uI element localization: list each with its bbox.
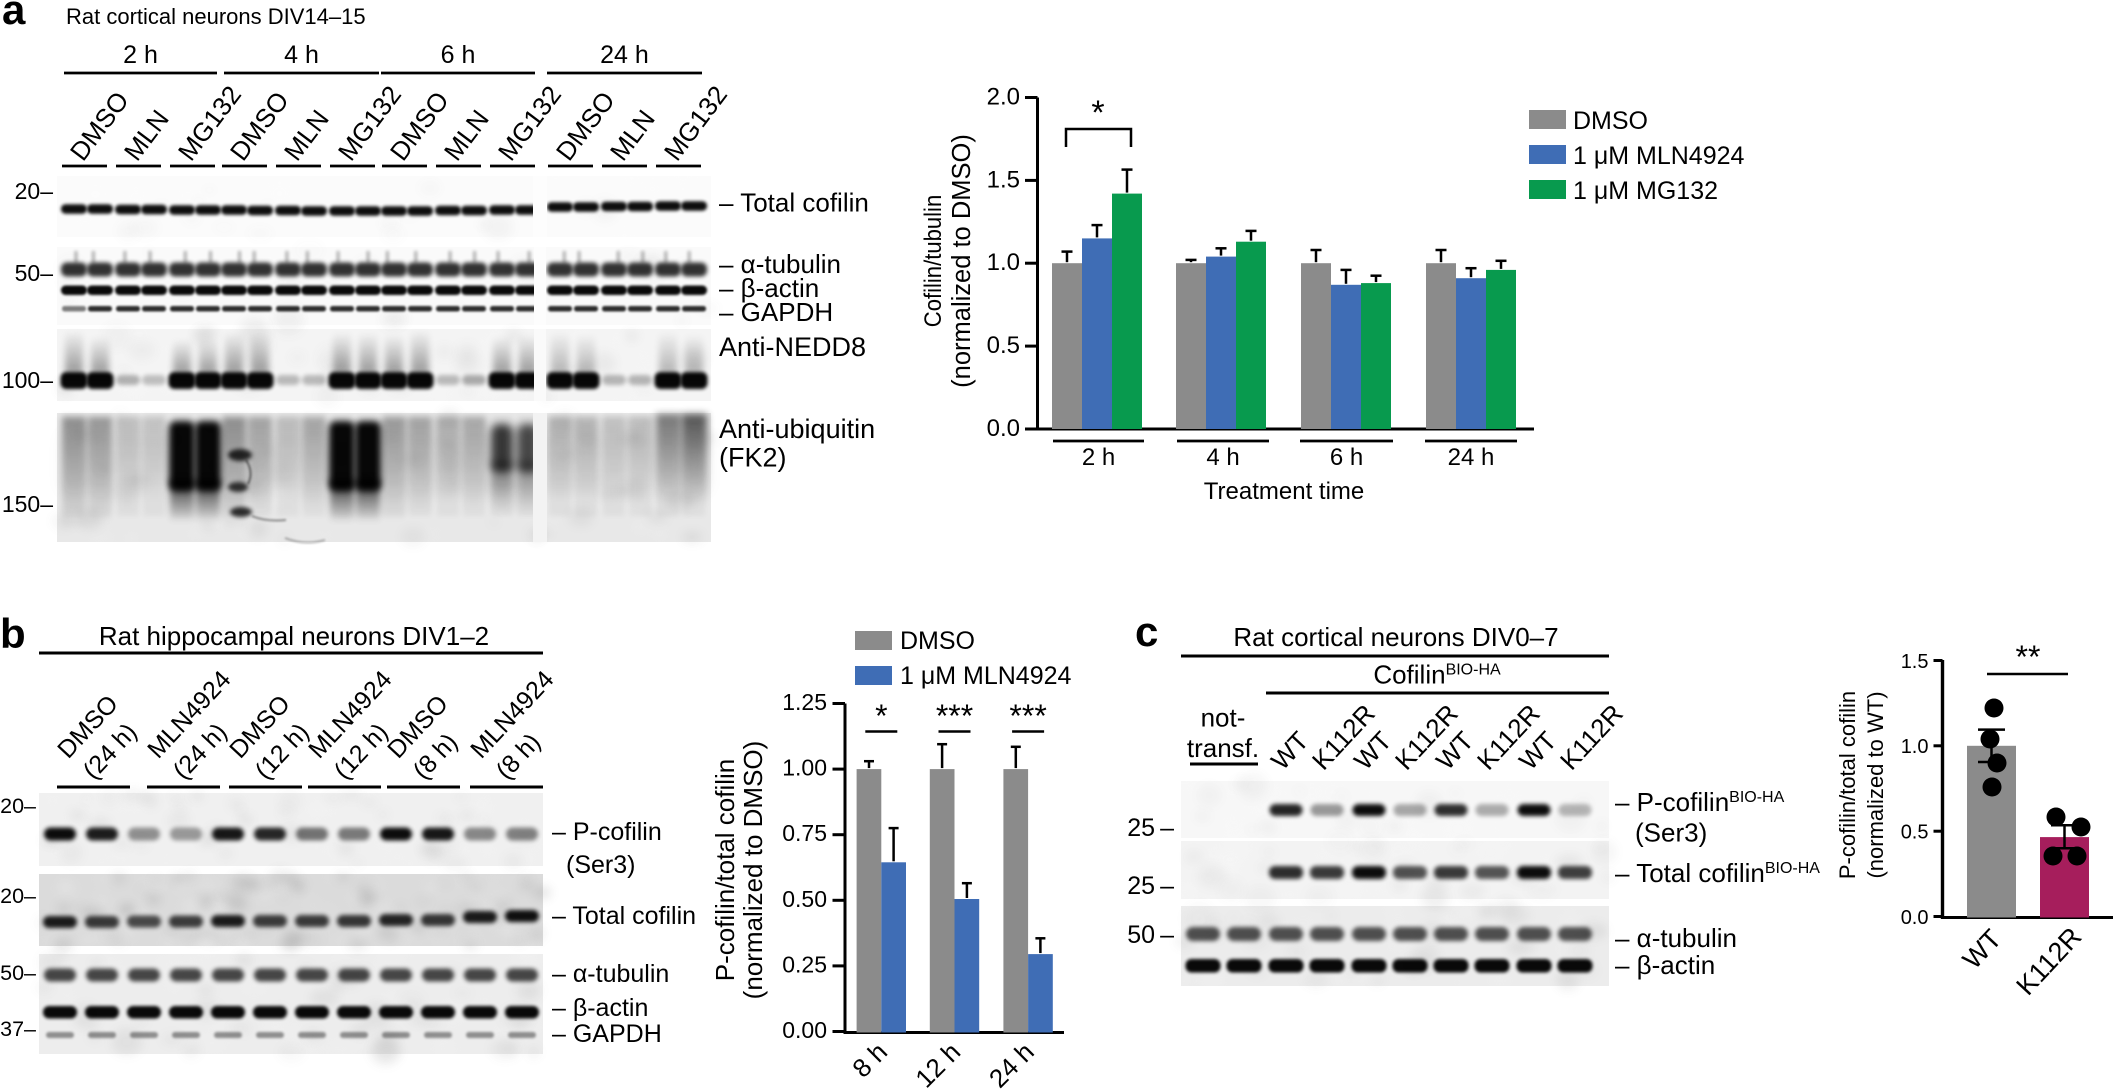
svg-text:2.0: 2.0 bbox=[987, 84, 1020, 111]
svg-text:DMSO: DMSO bbox=[64, 86, 135, 166]
svg-text:1.5: 1.5 bbox=[987, 166, 1020, 193]
svg-text:6 h: 6 h bbox=[1330, 444, 1363, 471]
svg-text:WT: WT bbox=[1265, 725, 1315, 775]
svg-text:1.0: 1.0 bbox=[987, 249, 1020, 276]
svg-text:0.00: 0.00 bbox=[782, 1017, 827, 1043]
svg-text:– β-actin: – β-actin bbox=[1615, 950, 1715, 980]
svg-text:Anti-ubiquitin: Anti-ubiquitin bbox=[719, 414, 875, 444]
svg-text:– β-actin: – β-actin bbox=[719, 273, 819, 303]
svg-text:**: ** bbox=[2016, 639, 2041, 675]
svg-text:(FK2): (FK2) bbox=[719, 443, 787, 473]
svg-text:DMSO(8 h): DMSO(8 h) bbox=[382, 690, 478, 786]
svg-text:(normalized to DMSO): (normalized to DMSO) bbox=[738, 741, 768, 1000]
svg-text:– GAPDH: – GAPDH bbox=[552, 1020, 662, 1048]
svg-text:– β-actin: – β-actin bbox=[552, 994, 648, 1022]
svg-text:1.0: 1.0 bbox=[1901, 736, 1929, 758]
svg-text:1.5: 1.5 bbox=[1901, 651, 1929, 673]
svg-text:K112R: K112R bbox=[2011, 922, 2088, 1001]
svg-text:0.50: 0.50 bbox=[782, 886, 827, 912]
svg-text:(normalized to DMSO): (normalized to DMSO) bbox=[948, 134, 976, 388]
svg-text:(normalized to WT): (normalized to WT) bbox=[1863, 691, 1888, 878]
svg-text:P-cofilin/total cofilin: P-cofilin/total cofilin bbox=[710, 759, 740, 982]
svg-text:– α-tubulin: – α-tubulin bbox=[719, 249, 841, 279]
svg-text:0.5: 0.5 bbox=[987, 332, 1020, 359]
svg-text:4 h: 4 h bbox=[1206, 444, 1239, 471]
svg-text:1 μM MG132: 1 μM MG132 bbox=[1573, 177, 1718, 205]
svg-text:a: a bbox=[2, 0, 26, 33]
svg-text:24 h: 24 h bbox=[983, 1037, 1040, 1089]
svg-text:20–: 20– bbox=[15, 178, 54, 204]
svg-text:MG132: MG132 bbox=[658, 80, 733, 166]
svg-text:– P-cofilin: – P-cofilin bbox=[552, 818, 662, 846]
svg-text:0.0: 0.0 bbox=[987, 415, 1020, 442]
svg-text:37–: 37– bbox=[0, 1017, 36, 1041]
svg-text:24 h: 24 h bbox=[600, 41, 649, 69]
svg-text:0.0: 0.0 bbox=[1901, 907, 1929, 929]
svg-text:100–: 100– bbox=[2, 367, 53, 393]
svg-text:1.25: 1.25 bbox=[782, 689, 827, 715]
svg-text:– α-tubulin: – α-tubulin bbox=[1615, 923, 1737, 953]
svg-text:b: b bbox=[0, 610, 26, 657]
svg-text:24 h: 24 h bbox=[1448, 444, 1495, 471]
svg-text:8 h: 8 h bbox=[846, 1037, 893, 1084]
svg-text:c: c bbox=[1135, 608, 1158, 655]
svg-text:6 h: 6 h bbox=[441, 41, 476, 69]
svg-text:4 h: 4 h bbox=[284, 41, 319, 69]
svg-text:DMSO(12 h): DMSO(12 h) bbox=[224, 690, 320, 786]
svg-text:(Ser3): (Ser3) bbox=[566, 851, 635, 879]
svg-text:– GAPDH: – GAPDH bbox=[719, 297, 833, 327]
svg-text:– Total cofilin: – Total cofilin bbox=[719, 188, 869, 218]
svg-text:Cofilin/tubulin: Cofilin/tubulin bbox=[919, 195, 946, 327]
svg-text:MLN4924(8 h): MLN4924(8 h) bbox=[465, 665, 584, 786]
svg-text:– Total cofilin: – Total cofilin bbox=[552, 902, 696, 930]
svg-text:– P-cofilinBIO-HA: – P-cofilinBIO-HA bbox=[1615, 787, 1785, 817]
svg-text:DMSO: DMSO bbox=[900, 627, 975, 655]
svg-text:0.5: 0.5 bbox=[1901, 822, 1929, 844]
svg-text:transf.: transf. bbox=[1187, 733, 1259, 763]
svg-text:CofilinBIO-HA: CofilinBIO-HA bbox=[1373, 660, 1501, 690]
svg-text:***: *** bbox=[1009, 698, 1046, 734]
svg-text:(Ser3): (Ser3) bbox=[1635, 818, 1707, 848]
svg-text:25 –: 25 – bbox=[1127, 872, 1174, 900]
svg-text:20–: 20– bbox=[0, 794, 36, 818]
svg-text:***: *** bbox=[936, 698, 973, 734]
svg-text:12 h: 12 h bbox=[909, 1037, 966, 1089]
svg-text:DMSO: DMSO bbox=[1573, 107, 1648, 135]
svg-text:150–: 150– bbox=[2, 491, 53, 517]
svg-text:not-: not- bbox=[1201, 703, 1246, 733]
svg-text:50 –: 50 – bbox=[1127, 921, 1174, 949]
svg-text:2 h: 2 h bbox=[1082, 444, 1115, 471]
svg-text:*: * bbox=[1091, 94, 1104, 132]
svg-text:Treatment time: Treatment time bbox=[1204, 478, 1365, 505]
svg-text:25 –: 25 – bbox=[1127, 814, 1174, 842]
svg-text:50–: 50– bbox=[15, 260, 54, 286]
svg-text:– Total cofilinBIO-HA: – Total cofilinBIO-HA bbox=[1615, 858, 1820, 888]
svg-text:Rat cortical neurons DIV0–7: Rat cortical neurons DIV0–7 bbox=[1233, 622, 1558, 652]
svg-text:Rat cortical neurons DIV14–15: Rat cortical neurons DIV14–15 bbox=[66, 4, 366, 29]
svg-text:*: * bbox=[875, 698, 887, 734]
svg-text:1 μM MLN4924: 1 μM MLN4924 bbox=[1573, 142, 1745, 170]
svg-text:0.75: 0.75 bbox=[782, 820, 827, 846]
svg-text:P-cofilin/total cofilin: P-cofilin/total cofilin bbox=[1835, 691, 1860, 879]
svg-text:0.25: 0.25 bbox=[782, 951, 827, 977]
svg-text:Anti-NEDD8: Anti-NEDD8 bbox=[719, 332, 866, 362]
svg-text:WT: WT bbox=[1957, 924, 2008, 975]
svg-text:2 h: 2 h bbox=[123, 41, 158, 69]
svg-text:DMSO(24 h): DMSO(24 h) bbox=[52, 690, 148, 786]
svg-text:Rat hippocampal neurons DIV1–2: Rat hippocampal neurons DIV1–2 bbox=[99, 621, 489, 651]
svg-text:1 μM MLN4924: 1 μM MLN4924 bbox=[900, 662, 1072, 690]
svg-text:50–: 50– bbox=[0, 961, 36, 985]
svg-text:K112R: K112R bbox=[1554, 698, 1629, 775]
svg-text:1.00: 1.00 bbox=[782, 755, 827, 781]
svg-text:– α-tubulin: – α-tubulin bbox=[552, 960, 669, 988]
svg-text:20–: 20– bbox=[0, 884, 36, 908]
